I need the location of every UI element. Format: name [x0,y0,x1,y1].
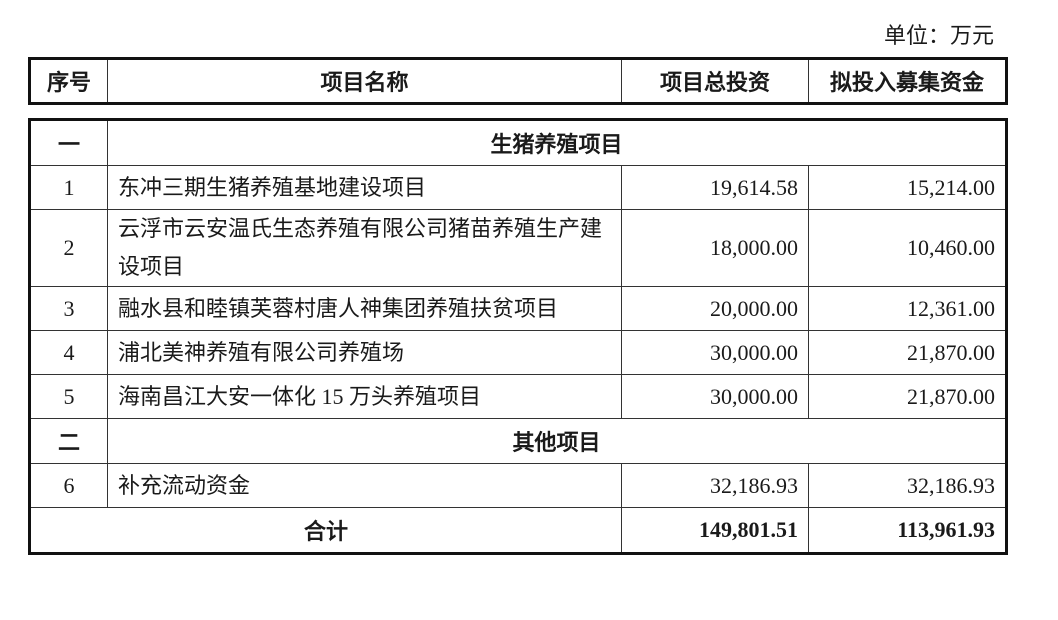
total-investment: 149,801.51 [621,507,809,554]
row-total: 32,186.93 [621,463,809,508]
row-name: 东冲三期生猪养殖基地建设项目 [107,165,622,210]
table-row: 6 补充流动资金 32,186.93 32,186.93 [29,463,1008,508]
row-no: 5 [29,374,108,419]
row-raised: 15,214.00 [807,165,1008,210]
row-no: 2 [29,209,108,287]
table-row: 5 海南昌江大安一体化 15 万头养殖项目 30,000.00 21,870.0… [29,374,1008,419]
row-total: 20,000.00 [621,286,809,331]
section-title: 生猪养殖项目 [106,119,1008,166]
table-body: 一 生猪养殖项目 1 东冲三期生猪养殖基地建设项目 19,614.58 15,2… [28,118,1009,555]
row-name: 海南昌江大安一体化 15 万头养殖项目 [107,374,622,419]
header-name: 项目名称 [107,58,622,104]
header-total: 项目总投资 [621,58,809,104]
row-raised: 32,186.93 [807,463,1008,508]
row-raised: 10,460.00 [807,209,1008,287]
table-row: 4 浦北美神养殖有限公司养殖场 30,000.00 21,870.00 [29,330,1008,375]
header-index: 序号 [29,58,108,104]
row-raised: 21,870.00 [807,374,1008,419]
table-row: 3 融水县和睦镇芙蓉村唐人神集团养殖扶贫项目 20,000.00 12,361.… [29,286,1008,331]
row-raised: 12,361.00 [807,286,1008,331]
total-label: 合计 [29,507,622,554]
section-title: 其他项目 [106,418,1008,464]
row-name: 云浮市云安温氏生态养殖有限公司猪苗养殖生产建设项目 [107,209,622,287]
section-row: 二 其他项目 [29,418,1008,464]
table-row: 1 东冲三期生猪养殖基地建设项目 19,614.58 15,214.00 [29,165,1008,210]
row-no: 3 [29,286,108,331]
row-name: 浦北美神养殖有限公司养殖场 [107,330,622,375]
unit-label: 单位：万元 [883,23,994,48]
table-row: 2 云浮市云安温氏生态养殖有限公司猪苗养殖生产建设项目 18,000.00 10… [29,209,1008,287]
row-total: 19,614.58 [621,165,809,210]
section-index: 二 [29,418,108,464]
total-raised: 113,961.93 [807,507,1008,554]
row-total: 18,000.00 [621,209,809,287]
header-raised: 拟投入募集资金 [808,58,1007,104]
row-no: 4 [29,330,108,375]
total-row: 合计 149,801.51 113,961.93 [29,507,1008,554]
section-index: 一 [29,119,108,166]
row-name: 融水县和睦镇芙蓉村唐人神集团养殖扶贫项目 [107,286,622,331]
row-raised: 21,870.00 [807,330,1008,375]
row-no: 6 [29,463,108,508]
row-name: 补充流动资金 [107,463,622,508]
row-total: 30,000.00 [621,330,809,375]
table-header: 序号 项目名称 项目总投资 拟投入募集资金 [28,57,1008,105]
section-row: 一 生猪养殖项目 [29,119,1008,166]
row-no: 1 [29,165,108,210]
row-total: 30,000.00 [621,374,809,419]
